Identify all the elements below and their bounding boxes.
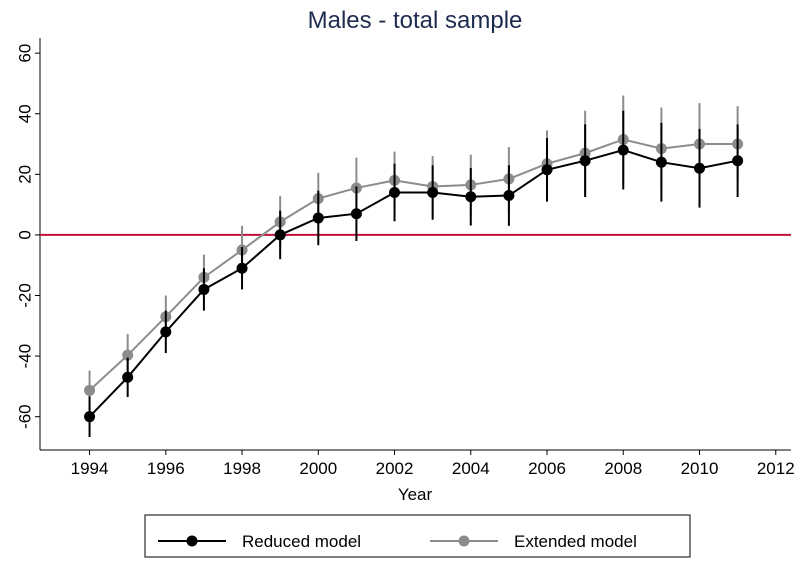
data-point <box>655 156 667 168</box>
data-point <box>84 384 96 396</box>
x-tick-label: 2006 <box>528 459 566 478</box>
data-point <box>274 229 286 241</box>
x-tick-label: 2004 <box>452 459 490 478</box>
y-tick-label: 20 <box>15 165 34 184</box>
data-point <box>465 191 477 203</box>
x-tick-label: 2008 <box>604 459 642 478</box>
data-point <box>236 262 248 274</box>
y-tick-label: 40 <box>15 104 34 123</box>
data-point <box>312 212 324 224</box>
data-point <box>84 411 96 423</box>
series-line <box>88 149 738 418</box>
series-line <box>88 138 738 392</box>
legend-label: Reduced model <box>242 532 361 551</box>
x-axis-label: Year <box>398 485 433 504</box>
data-point <box>122 349 134 361</box>
x-tick-label: 1998 <box>223 459 261 478</box>
data-point <box>389 187 401 198</box>
x-tick-label: 2010 <box>681 459 719 478</box>
x-tick-label: 1994 <box>71 459 109 478</box>
legend-marker <box>186 535 198 547</box>
data-point <box>160 326 172 338</box>
y-tick-label: -20 <box>15 283 34 308</box>
y-tick-label: -60 <box>15 404 34 429</box>
y-tick-label: -40 <box>15 344 34 369</box>
data-point <box>579 155 591 167</box>
chart-title: Males - total sample <box>308 7 523 34</box>
data-point <box>541 164 553 176</box>
data-point <box>350 208 362 220</box>
y-tick-label: 60 <box>15 44 34 63</box>
data-point <box>732 155 744 167</box>
data-point <box>503 190 515 202</box>
legend-box <box>144 514 691 558</box>
data-point <box>617 144 629 156</box>
x-tick-label: 2002 <box>376 459 414 478</box>
data-point <box>198 283 210 295</box>
y-tick-label: 0 <box>15 230 34 239</box>
x-tick-label: 2012 <box>757 459 795 478</box>
legend-label: Extended model <box>514 532 637 551</box>
data-point <box>427 187 439 198</box>
x-tick-label: 2000 <box>299 459 337 478</box>
legend-marker <box>458 535 470 547</box>
data-point <box>122 371 134 383</box>
data-point <box>694 162 706 174</box>
x-tick-label: 1996 <box>147 459 185 478</box>
